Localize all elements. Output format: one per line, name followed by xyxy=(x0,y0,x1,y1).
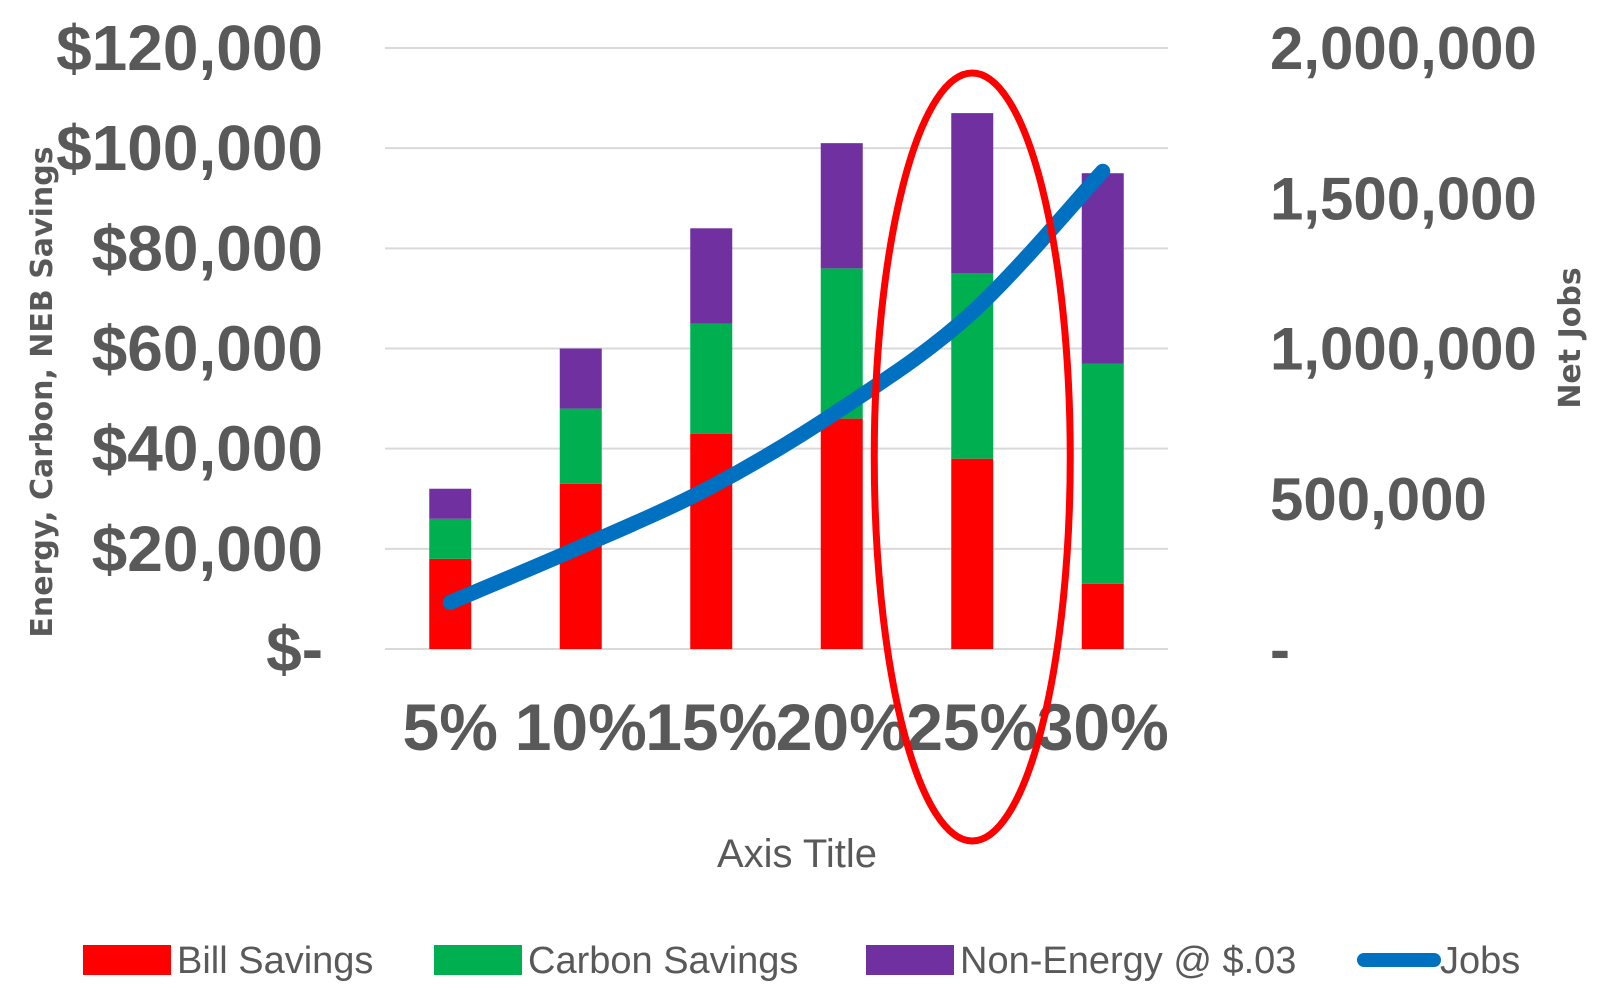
jobs-line xyxy=(442,163,1111,610)
left-tick-label: $120,000 xyxy=(56,12,323,84)
point-jobs xyxy=(841,408,843,410)
bar-non-energy-03 xyxy=(820,143,863,269)
category-label: 5% xyxy=(403,690,498,764)
highlight-ellipse-shape xyxy=(870,69,1074,845)
bar-carbon-savings xyxy=(690,323,733,434)
category-label: 30% xyxy=(1037,690,1169,764)
category-label: 20% xyxy=(776,690,908,764)
legend-label: Jobs xyxy=(1440,940,1520,982)
bars xyxy=(429,113,1124,649)
legend-label: Bill Savings xyxy=(177,940,373,982)
legend-item-non-energy-03: Non-Energy @ $.03 xyxy=(866,940,1296,982)
highlight-ellipse xyxy=(870,69,1074,845)
category-labels: 5% 10%15%20%25%30% xyxy=(403,690,1169,764)
bar-non-energy-03 xyxy=(951,113,994,274)
legend-swatch xyxy=(866,945,954,975)
left-axis-ticks: $- $20,000 $40,000 $60,000 $80,000 $100,000 $1… xyxy=(56,12,323,685)
point-jobs xyxy=(580,546,582,548)
point-jobs xyxy=(449,601,451,603)
right-axis-title: Net Jobs xyxy=(1553,267,1588,408)
left-tick-label: $20,000 xyxy=(92,513,323,585)
bar-bill-savings xyxy=(559,483,602,649)
bar-bill-savings xyxy=(820,418,863,649)
legend-label: Carbon Savings xyxy=(528,940,798,982)
bar-non-energy-03 xyxy=(1081,173,1124,364)
left-tick-label: $40,000 xyxy=(92,413,323,485)
category-label: 25% xyxy=(906,690,1038,764)
left-tick-label: $60,000 xyxy=(92,313,323,385)
bar-bill-savings xyxy=(951,458,994,649)
right-tick-label: 1,000,000 xyxy=(1270,316,1537,383)
left-axis-title: Energy, Carbon, NEB Savings xyxy=(25,146,60,637)
point-jobs xyxy=(971,311,973,313)
category-label: 10% xyxy=(515,690,647,764)
bar-carbon-savings xyxy=(559,408,602,484)
category-label: 15% xyxy=(645,690,777,764)
legend-item-jobs: Jobs xyxy=(1357,940,1520,982)
gridlines xyxy=(385,47,1168,650)
right-tick-label: 2,000,000 xyxy=(1270,15,1537,82)
legend-item-carbon-savings: Carbon Savings xyxy=(434,940,798,982)
bar-bill-savings xyxy=(1081,583,1124,649)
legend-item-bill-savings: Bill Savings xyxy=(83,940,373,982)
legend-label: Non-Energy @ $.03 xyxy=(960,940,1296,982)
left-tick-label: $80,000 xyxy=(92,212,323,284)
legend: Bill Savings Carbon Savings Non-Energy @ $… xyxy=(83,940,1520,982)
point-jobs xyxy=(1102,170,1104,172)
legend-swatch xyxy=(434,945,522,975)
bar-carbon-savings xyxy=(429,518,472,559)
line-jobs xyxy=(442,163,1111,610)
left-tick-label: $- xyxy=(266,613,323,685)
x-axis-title: Axis Title xyxy=(717,832,877,876)
legend-swatch xyxy=(83,945,171,975)
bar-non-energy-03 xyxy=(690,228,733,324)
point-jobs xyxy=(710,486,712,488)
bar-non-energy-03 xyxy=(429,488,472,519)
left-tick-label: $100,000 xyxy=(56,112,323,184)
bar-bill-savings xyxy=(690,433,733,649)
right-axis-ticks: - 500,000 1,000,000 1,500,000 2,000,000 xyxy=(1270,15,1537,683)
right-tick-label: - xyxy=(1270,616,1290,683)
right-tick-label: 500,000 xyxy=(1270,466,1487,533)
bar-non-energy-03 xyxy=(559,348,602,409)
right-tick-label: 1,500,000 xyxy=(1270,165,1537,232)
bar-carbon-savings xyxy=(1081,363,1124,584)
